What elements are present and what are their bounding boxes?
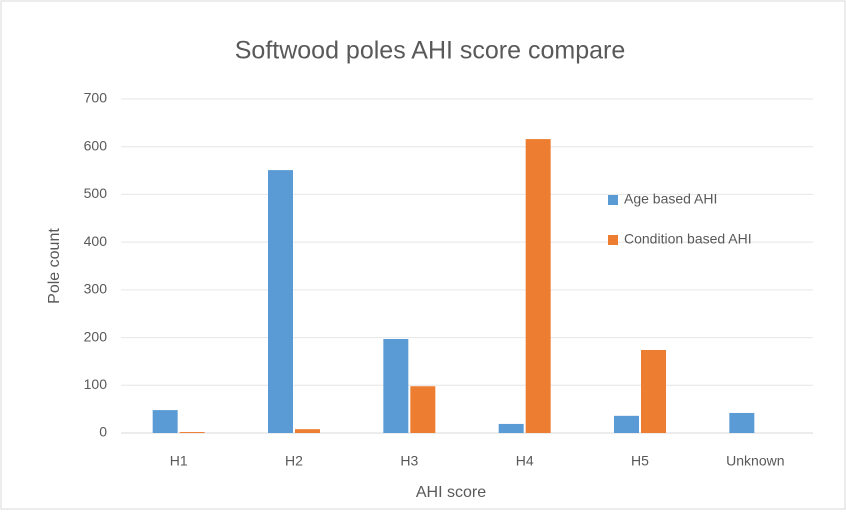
x-tick-label: H5 — [631, 453, 649, 469]
y-tick-label: 300 — [84, 281, 108, 297]
legend-label: Age based AHI — [624, 191, 717, 207]
y-tick-label: 100 — [84, 376, 108, 392]
y-tick-label: 0 — [99, 424, 107, 440]
y-tick-label: 500 — [84, 185, 108, 201]
y-tick-label: 200 — [84, 328, 108, 344]
bar — [295, 429, 320, 433]
bar — [641, 349, 666, 433]
bar — [525, 139, 551, 433]
bar — [410, 386, 436, 433]
legend-label: Condition based AHI — [624, 231, 752, 247]
x-tick-label: H2 — [285, 453, 303, 469]
bar — [614, 415, 639, 433]
x-tick-label: H1 — [170, 453, 188, 469]
bar — [498, 423, 524, 433]
x-tick-label: Unknown — [726, 453, 784, 469]
legend-swatch — [608, 195, 618, 205]
x-axis-label: AHI score — [416, 484, 486, 501]
bar — [179, 432, 205, 433]
bar — [268, 170, 293, 433]
x-tick-label: H3 — [400, 453, 418, 469]
legend-swatch — [608, 235, 618, 245]
x-tick-label: H4 — [516, 453, 534, 469]
bar — [383, 339, 409, 433]
y-tick-label: 400 — [84, 233, 108, 249]
y-tick-label: 600 — [84, 137, 108, 153]
bar — [152, 410, 178, 433]
y-axis-label: Pole count — [46, 228, 63, 304]
bar — [729, 412, 755, 433]
y-tick-label: 700 — [84, 90, 108, 106]
chart-title: Softwood poles AHI score compare — [235, 37, 625, 65]
